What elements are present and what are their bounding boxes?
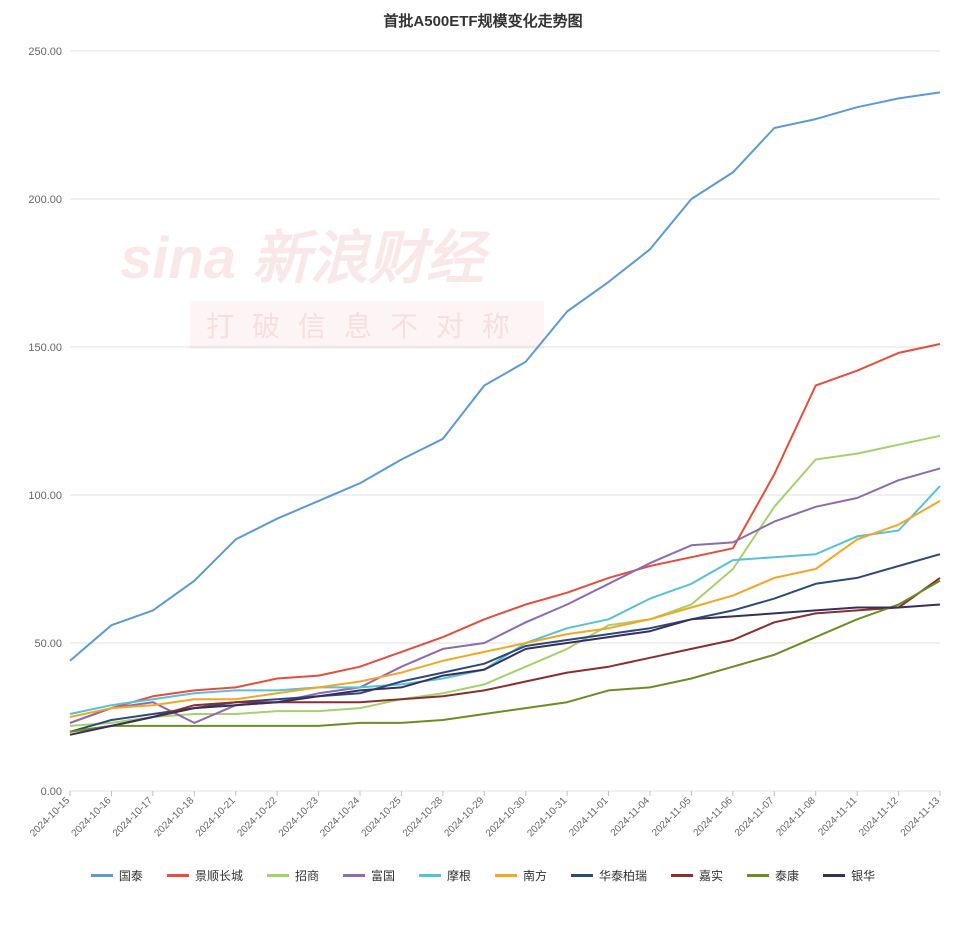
series-line (70, 92, 940, 660)
legend-label: 景顺长城 (195, 867, 243, 884)
x-tick-label: 2024-11-04 (609, 795, 653, 839)
chart-container: 首批A500ETF规模变化走势图 sina 新浪财经 打破信息不对称 0.005… (10, 10, 956, 927)
legend-label: 银华 (851, 867, 875, 884)
y-tick-label: 250.00 (28, 46, 62, 58)
x-tick-label: 2024-11-08 (774, 795, 818, 839)
legend-item: 银华 (823, 867, 875, 884)
chart-title: 首批A500ETF规模变化走势图 (10, 10, 956, 31)
x-tick-label: 2024-10-15 (28, 795, 72, 839)
x-tick-label: 2024-10-22 (235, 795, 279, 839)
legend-swatch (571, 874, 593, 877)
x-tick-label: 2024-11-07 (733, 795, 777, 839)
y-tick-label: 100.00 (28, 490, 62, 502)
legend-swatch (495, 874, 517, 877)
x-tick-label: 2024-10-25 (360, 795, 404, 839)
y-tick-label: 200.00 (28, 194, 62, 206)
legend-label: 富国 (371, 867, 395, 884)
legend-label: 华泰柏瑞 (599, 867, 647, 884)
legend-item: 景顺长城 (167, 867, 243, 884)
legend-item: 嘉实 (671, 867, 723, 884)
x-tick-label: 2024-10-28 (401, 795, 445, 839)
legend-item: 富国 (343, 867, 395, 884)
x-tick-label: 2024-10-18 (152, 795, 196, 839)
x-tick-label: 2024-10-23 (277, 795, 321, 839)
legend-swatch (91, 874, 113, 877)
x-tick-label: 2024-11-12 (857, 795, 901, 839)
x-tick-label: 2024-10-21 (194, 795, 238, 839)
series-line (70, 501, 940, 717)
series-line (70, 344, 940, 723)
x-tick-label: 2024-10-31 (525, 795, 569, 839)
legend-label: 摩根 (447, 867, 471, 884)
series-line (70, 468, 940, 723)
legend-label: 招商 (295, 867, 319, 884)
x-tick-label: 2024-10-30 (484, 795, 528, 839)
legend-item: 摩根 (419, 867, 471, 884)
series-line (70, 605, 940, 735)
legend-swatch (823, 874, 845, 877)
legend: 国泰 景顺长城 招商 富国 摩根 南方 华泰柏瑞 嘉实 泰康 银华 (10, 867, 956, 884)
y-tick-label: 150.00 (28, 342, 62, 354)
legend-item: 南方 (495, 867, 547, 884)
legend-swatch (167, 874, 189, 877)
series-line (70, 486, 940, 714)
x-tick-label: 2024-11-11 (816, 795, 859, 838)
legend-label: 泰康 (775, 867, 799, 884)
legend-swatch (343, 874, 365, 877)
legend-item: 招商 (267, 867, 319, 884)
series-line (70, 436, 940, 726)
y-tick-label: 50.00 (34, 638, 62, 650)
legend-item: 泰康 (747, 867, 799, 884)
y-tick-label: 0.00 (41, 786, 62, 798)
x-tick-label: 2024-10-24 (318, 795, 362, 839)
x-tick-label: 2024-11-13 (899, 795, 943, 839)
legend-item: 华泰柏瑞 (571, 867, 647, 884)
legend-label: 南方 (523, 867, 547, 884)
legend-item: 国泰 (91, 867, 143, 884)
plot-area: sina 新浪财经 打破信息不对称 0.0050.00100.00150.002… (10, 41, 956, 861)
legend-label: 嘉实 (699, 867, 723, 884)
x-tick-label: 2024-11-01 (567, 795, 611, 839)
x-tick-label: 2024-10-29 (442, 795, 486, 839)
x-tick-label: 2024-11-05 (650, 795, 694, 839)
x-tick-label: 2024-10-17 (111, 795, 155, 839)
legend-swatch (671, 874, 693, 877)
x-tick-label: 2024-11-06 (692, 795, 736, 839)
legend-swatch (267, 874, 289, 877)
legend-label: 国泰 (119, 867, 143, 884)
legend-swatch (419, 874, 441, 877)
x-tick-label: 2024-10-16 (70, 795, 114, 839)
chart-svg: 0.00 50.00 100.00 150.00 200.00 250.00 2024-10… (10, 41, 956, 861)
legend-swatch (747, 874, 769, 877)
